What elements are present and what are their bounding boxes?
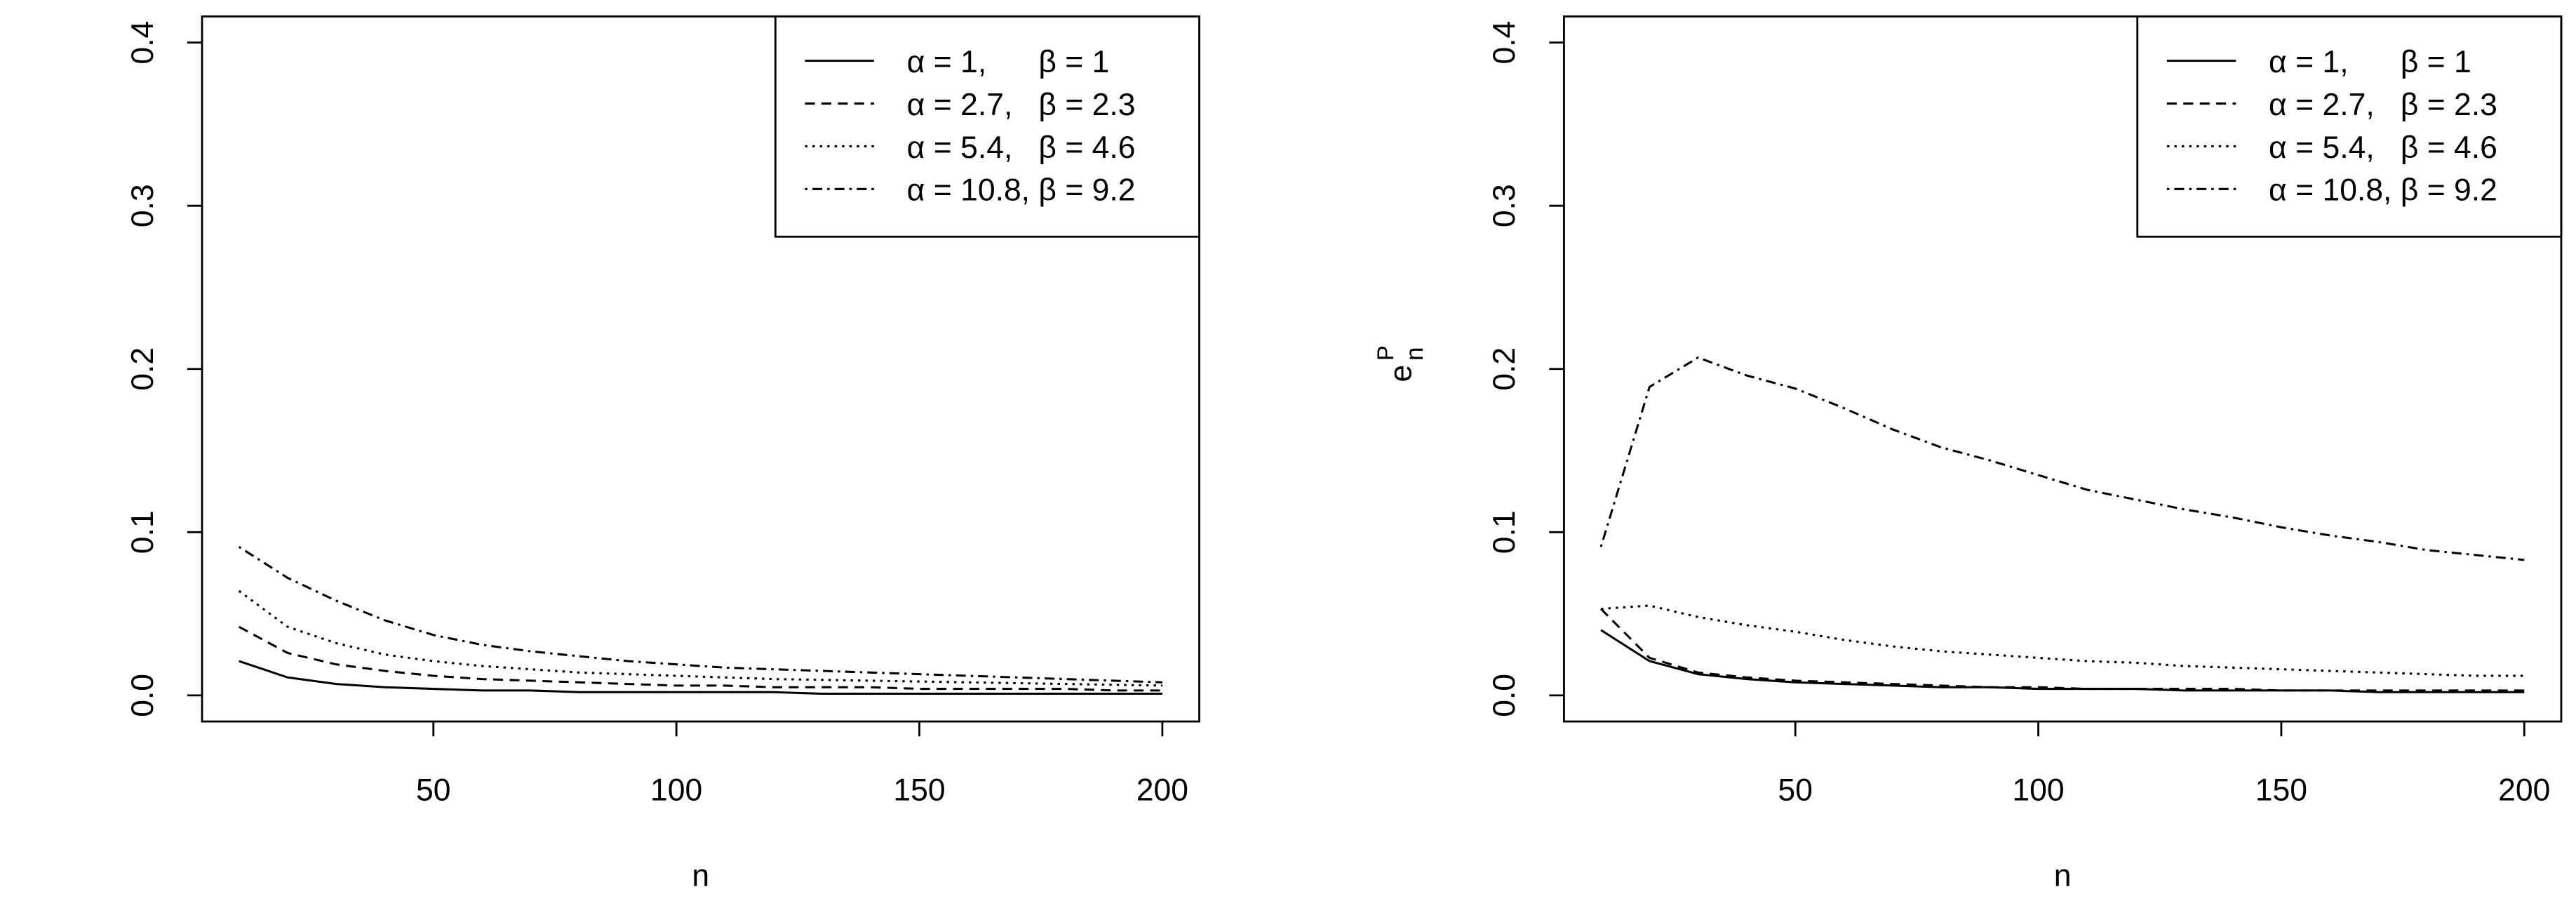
y-axis-label: eP n — [1372, 345, 1428, 382]
plot-frame — [201, 15, 1200, 723]
legend-label: α = 2.7, β = 2.3 — [907, 88, 1136, 122]
y-axis-label-main: e — [1384, 365, 1418, 382]
series-line — [1599, 608, 2525, 692]
x-tick-label: 100 — [2012, 773, 2064, 807]
x-tick-label: 50 — [416, 773, 450, 807]
legend-label: α = 5.4, β = 4.6 — [907, 131, 1136, 165]
y-tick-label: 0.0 — [1487, 674, 1522, 717]
series-line — [238, 625, 1162, 692]
legend-box — [774, 15, 1200, 238]
legend-label: α = 10.8, β = 9.2 — [2269, 173, 2497, 208]
x-tick-label: 150 — [893, 773, 945, 807]
y-tick-label: 0.0 — [126, 674, 160, 717]
series-line — [1600, 629, 2525, 693]
legend-label: α = 10.8, β = 9.2 — [907, 173, 1136, 208]
legend-box — [2136, 15, 2563, 238]
x-axis-label: n — [692, 858, 709, 893]
legend-label: α = 1, β = 1 — [907, 45, 1110, 79]
x-tick-label: 100 — [650, 773, 702, 807]
y-tick-label: 0.2 — [126, 347, 160, 391]
series-line — [239, 660, 1162, 695]
y-tick-label: 0.1 — [126, 510, 160, 554]
y-tick-label: 0.4 — [1487, 21, 1522, 65]
x-axis-label: n — [2054, 858, 2072, 893]
x-tick-label: 50 — [1778, 773, 1812, 807]
series-line — [238, 590, 1162, 687]
x-tick-label: 200 — [2498, 773, 2550, 807]
legend-label: α = 2.7, β = 2.3 — [2269, 88, 2497, 122]
y-axis-label-subscript: n — [1401, 347, 1428, 361]
series-line — [1599, 356, 2525, 561]
legend-label: α = 5.4, β = 4.6 — [2269, 131, 2497, 165]
x-tick-label: 200 — [1136, 773, 1188, 807]
y-tick-label: 0.4 — [126, 21, 160, 65]
x-tick-label: 150 — [2255, 773, 2307, 807]
series-line — [238, 545, 1162, 684]
legend-label: α = 1, β = 1 — [2269, 45, 2471, 79]
series-line — [1600, 604, 2525, 677]
y-tick-label: 0.1 — [1487, 510, 1522, 554]
y-axis-label-superscript: P — [1372, 345, 1398, 361]
y-tick-label: 0.2 — [1487, 347, 1522, 391]
y-tick-label: 0.3 — [1487, 184, 1522, 227]
y-tick-label: 0.3 — [126, 184, 160, 227]
